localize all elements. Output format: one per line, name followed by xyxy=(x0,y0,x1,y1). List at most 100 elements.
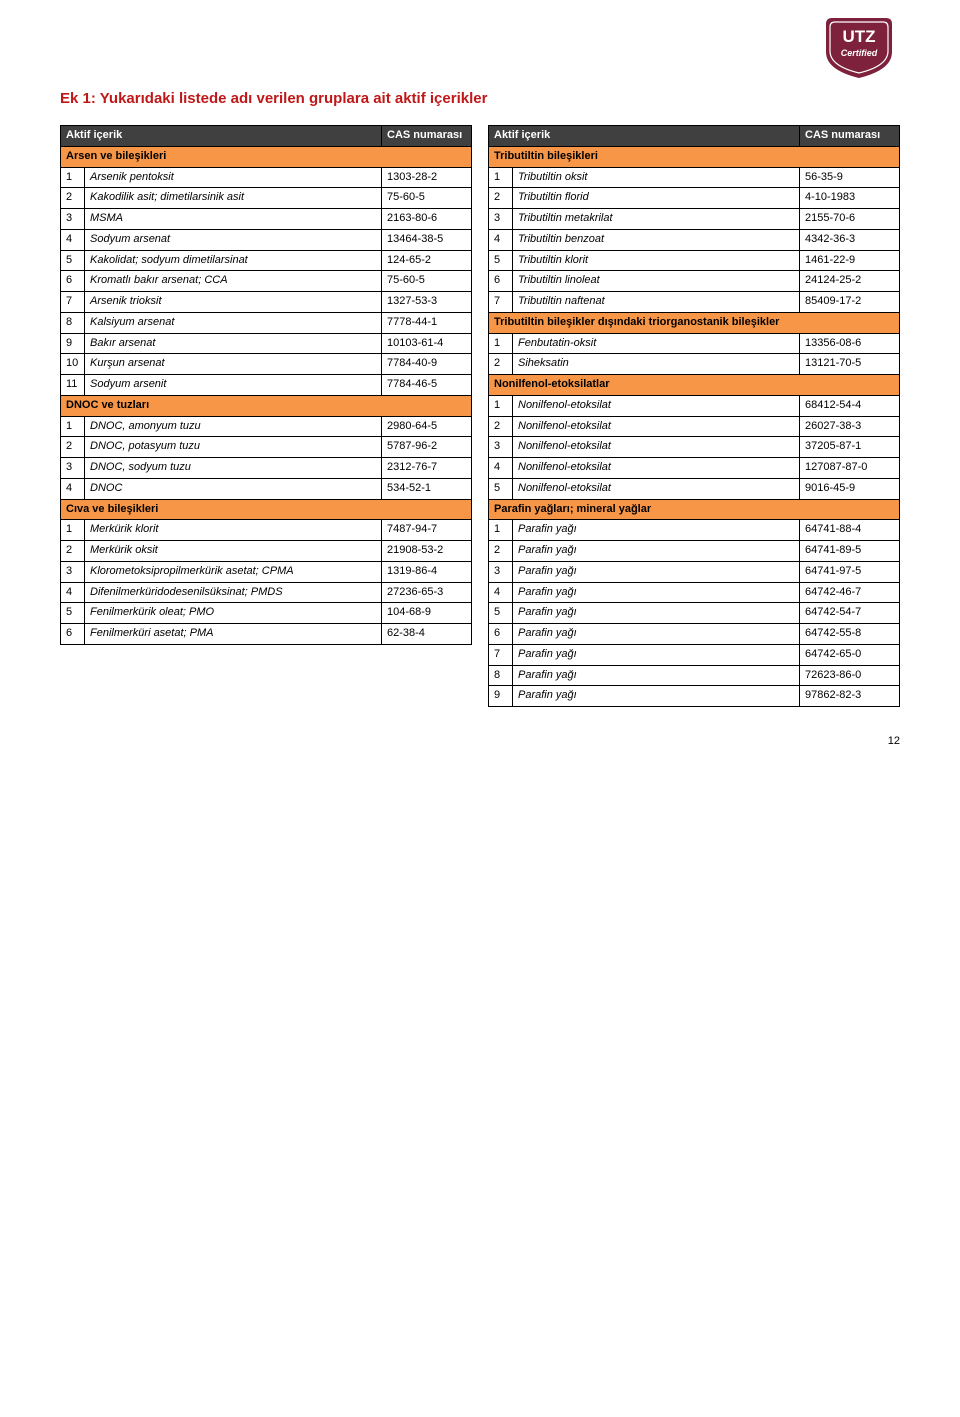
row-name: Parafin yağı xyxy=(513,582,800,603)
row-cas: 7784-46-5 xyxy=(382,375,472,396)
row-cas: 64741-89-5 xyxy=(800,541,900,562)
row-name: Bakır arsenat xyxy=(85,333,382,354)
row-name: Arsenik pentoksit xyxy=(85,167,382,188)
row-number: 5 xyxy=(61,250,85,271)
row-number: 2 xyxy=(489,541,513,562)
row-number: 1 xyxy=(489,395,513,416)
table-row: 5Nonilfenol-etoksilat9016-45-9 xyxy=(489,478,900,499)
row-number: 4 xyxy=(489,458,513,479)
row-number: 4 xyxy=(61,478,85,499)
row-number: 2 xyxy=(61,541,85,562)
row-number: 7 xyxy=(61,292,85,313)
row-name: Fenilmerkürik oleat; PMO xyxy=(85,603,382,624)
row-name: Tributiltin metakrilat xyxy=(513,209,800,230)
row-number: 10 xyxy=(61,354,85,375)
table-row: 1Fenbutatin-oksit13356-08-6 xyxy=(489,333,900,354)
row-number: 1 xyxy=(61,520,85,541)
row-number: 5 xyxy=(489,250,513,271)
row-name: Parafin yağı xyxy=(513,603,800,624)
row-number: 2 xyxy=(489,188,513,209)
row-cas: 5787-96-2 xyxy=(382,437,472,458)
row-number: 6 xyxy=(489,271,513,292)
row-cas: 534-52-1 xyxy=(382,478,472,499)
table-row: 5Kakolidat; sodyum dimetilarsinat124-65-… xyxy=(61,250,472,271)
row-number: 6 xyxy=(61,271,85,292)
table-row: 6Tributiltin linoleat24124-25-2 xyxy=(489,271,900,292)
row-name: Sodyum arsenat xyxy=(85,229,382,250)
table-row: 7Parafin yağı64742-65-0 xyxy=(489,644,900,665)
row-name: Nonilfenol-etoksilat xyxy=(513,478,800,499)
utz-logo: UTZ Certified xyxy=(820,18,898,80)
row-cas: 75-60-5 xyxy=(382,271,472,292)
row-name: Fenbutatin-oksit xyxy=(513,333,800,354)
row-cas: 124-65-2 xyxy=(382,250,472,271)
row-cas: 26027-38-3 xyxy=(800,416,900,437)
row-name: Siheksatin xyxy=(513,354,800,375)
row-number: 1 xyxy=(489,520,513,541)
table-row: 3Klorometoksipropilmerkürik asetat; CPMA… xyxy=(61,561,472,582)
table-row: 2Nonilfenol-etoksilat26027-38-3 xyxy=(489,416,900,437)
row-number: 8 xyxy=(61,312,85,333)
row-name: Nonilfenol-etoksilat xyxy=(513,437,800,458)
section-title: Tributiltin bileşikler dışındaki triorga… xyxy=(489,312,900,333)
row-cas: 37205-87-1 xyxy=(800,437,900,458)
svg-text:Certified: Certified xyxy=(841,48,878,58)
row-name: Arsenik trioksit xyxy=(85,292,382,313)
row-name: MSMA xyxy=(85,209,382,230)
table-row: 6Kromatlı bakır arsenat; CCA75-60-5 xyxy=(61,271,472,292)
row-cas: 7784-40-9 xyxy=(382,354,472,375)
table-row: 10Kurşun arsenat7784-40-9 xyxy=(61,354,472,375)
row-cas: 13121-70-5 xyxy=(800,354,900,375)
row-number: 3 xyxy=(489,209,513,230)
row-cas: 72623-86-0 xyxy=(800,665,900,686)
row-cas: 7778-44-1 xyxy=(382,312,472,333)
row-number: 8 xyxy=(489,665,513,686)
table-row: 4Tributiltin benzoat4342-36-3 xyxy=(489,229,900,250)
section-title: Tributiltin bileşikleri xyxy=(489,146,900,167)
table-row: 2Parafin yağı64741-89-5 xyxy=(489,541,900,562)
section-title: Arsen ve bileşikleri xyxy=(61,146,472,167)
table-row: 9Bakır arsenat10103-61-4 xyxy=(61,333,472,354)
table-row: 2Merkürik oksit21908-53-2 xyxy=(61,541,472,562)
row-number: 2 xyxy=(489,416,513,437)
row-name: Tributiltin benzoat xyxy=(513,229,800,250)
table-row: 11Sodyum arsenit7784-46-5 xyxy=(61,375,472,396)
left-table: Aktif içerikCAS numarasıArsen ve bileşik… xyxy=(60,125,472,645)
row-number: 6 xyxy=(489,624,513,645)
row-name: DNOC, sodyum tuzu xyxy=(85,458,382,479)
row-number: 11 xyxy=(61,375,85,396)
row-cas: 104-68-9 xyxy=(382,603,472,624)
section-title: Nonilfenol-etoksilatlar xyxy=(489,375,900,396)
row-number: 2 xyxy=(489,354,513,375)
page-heading: Ek 1: Yukarıdaki listede adı verilen gru… xyxy=(60,90,900,107)
row-number: 2 xyxy=(61,437,85,458)
row-cas: 2312-76-7 xyxy=(382,458,472,479)
row-cas: 2980-64-5 xyxy=(382,416,472,437)
row-number: 3 xyxy=(61,458,85,479)
row-name: Kurşun arsenat xyxy=(85,354,382,375)
row-cas: 64741-88-4 xyxy=(800,520,900,541)
table-row: 2DNOC, potasyum tuzu5787-96-2 xyxy=(61,437,472,458)
table-row: 1Arsenik pentoksit1303-28-2 xyxy=(61,167,472,188)
row-cas: 64742-46-7 xyxy=(800,582,900,603)
row-cas: 64742-65-0 xyxy=(800,644,900,665)
row-number: 5 xyxy=(489,478,513,499)
table-row: 5Parafin yağı64742-54-7 xyxy=(489,603,900,624)
tables-container: Aktif içerikCAS numarasıArsen ve bileşik… xyxy=(60,125,900,707)
row-cas: 1303-28-2 xyxy=(382,167,472,188)
row-cas: 24124-25-2 xyxy=(800,271,900,292)
table-row: 2Tributiltin florid4-10-1983 xyxy=(489,188,900,209)
row-cas: 13356-08-6 xyxy=(800,333,900,354)
row-name: Merkürik klorit xyxy=(85,520,382,541)
table-row: 1Nonilfenol-etoksilat68412-54-4 xyxy=(489,395,900,416)
section-title: Cıva ve bileşikleri xyxy=(61,499,472,520)
row-number: 1 xyxy=(489,333,513,354)
row-name: Klorometoksipropilmerkürik asetat; CPMA xyxy=(85,561,382,582)
table-row: 7Arsenik trioksit1327-53-3 xyxy=(61,292,472,313)
row-cas: 10103-61-4 xyxy=(382,333,472,354)
row-cas: 62-38-4 xyxy=(382,624,472,645)
section-row: Tributiltin bileşikler dışındaki triorga… xyxy=(489,312,900,333)
row-number: 6 xyxy=(61,624,85,645)
row-name: Kakodilik asit; dimetilarsinik asit xyxy=(85,188,382,209)
row-name: Merkürik oksit xyxy=(85,541,382,562)
